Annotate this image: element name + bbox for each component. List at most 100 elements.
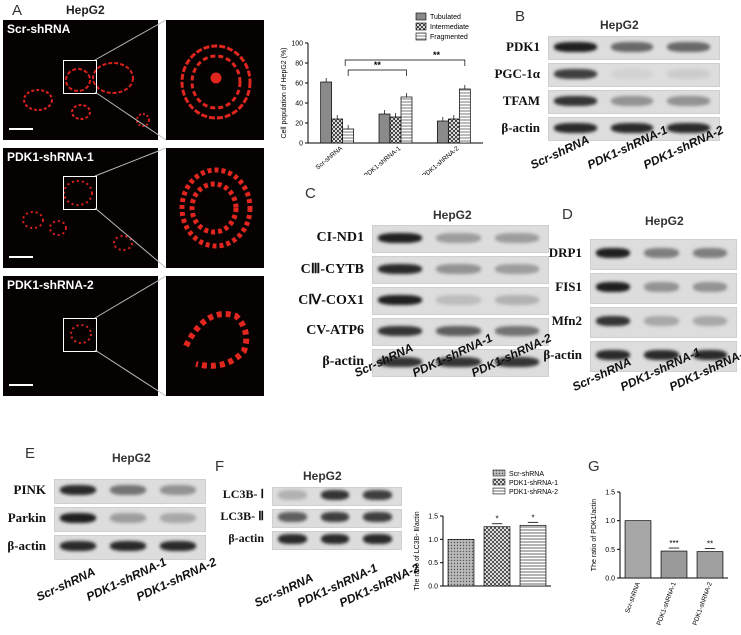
x-tick-label: Scr-shRNA [624, 581, 642, 615]
band-label: β-actin [228, 531, 264, 545]
bar [660, 550, 688, 579]
panel-e-cellline: HepG2 [112, 451, 151, 465]
band [610, 41, 654, 52]
band [60, 485, 96, 495]
sig-bracket [347, 69, 407, 76]
sig-label: ** [374, 60, 382, 70]
lc3b-bar-chart: 0.0 0.5 1.0 1.5 The ratio of LC3B- Ⅱ/actin * *… [414, 469, 558, 591]
panel-a-cellline: HepG2 [66, 3, 105, 17]
band [160, 541, 196, 551]
band [554, 95, 597, 106]
band [596, 350, 631, 360]
sig-label: ** [707, 540, 713, 549]
micrograph-title: PDK1-shRNA-2 [7, 278, 94, 292]
scale-bar [9, 384, 33, 386]
band [378, 356, 423, 367]
band [436, 294, 481, 305]
band [363, 512, 392, 522]
sig-label: * [495, 515, 498, 524]
x-tick-label: PDK1-shRNA-2 [692, 581, 714, 627]
zoom-connectors [94, 19, 167, 397]
bar [436, 120, 449, 144]
legend-swatch [492, 487, 506, 495]
mito-fragments [22, 180, 133, 251]
sig-bracket [344, 59, 466, 66]
band-label: β-actin [501, 119, 540, 135]
band [60, 513, 96, 523]
band [278, 534, 307, 544]
micrograph-title: PDK1-shRNA-1 [7, 150, 94, 164]
micrograph-shrna1-zoom [166, 148, 264, 268]
bar [378, 113, 391, 144]
y-tick-label: 1.5 [605, 490, 615, 497]
y-tick-label: 20 [295, 121, 303, 128]
y-tick-label: 0.0 [605, 576, 615, 583]
band [644, 316, 679, 326]
y-tick-label: 40 [295, 101, 303, 108]
band [667, 41, 710, 52]
sig-label: ** [433, 50, 441, 60]
bar [342, 128, 355, 144]
bar [389, 116, 402, 144]
y-tick-label: 1.5 [428, 514, 438, 521]
band [667, 122, 710, 133]
y-tick-label: 1.0 [605, 518, 615, 525]
band [160, 485, 196, 495]
band-label: β-actin [322, 353, 364, 369]
legend-label: PDK1-shRNA-1 [509, 480, 558, 487]
lane-label: PDK1-shRNA-1 [84, 554, 169, 604]
band [596, 282, 631, 292]
band [436, 325, 481, 336]
band-label: CV-ATP6 [306, 322, 364, 338]
band [596, 316, 631, 326]
y-axis-label: Cell population of HepG2 (%) [281, 47, 288, 138]
panel-e-letter: E [25, 445, 36, 462]
band [692, 248, 727, 258]
band [110, 541, 146, 551]
band-label: LC3B- Ⅰ [222, 487, 264, 501]
mito-zoom [183, 311, 250, 369]
legend-label: Scr-shRNA [509, 471, 544, 478]
micrograph-scr-zoom [166, 20, 264, 140]
band [494, 356, 539, 367]
bar [696, 551, 724, 579]
band [667, 95, 710, 106]
band-label: β-actin [7, 538, 46, 553]
panel-f-cellline: HepG2 [303, 469, 342, 483]
band-label: PDK1 [506, 38, 540, 54]
bar [331, 118, 344, 144]
panel-a-letter: A [12, 2, 23, 19]
band [692, 350, 727, 360]
y-axis-label: The ratio of PDK1/actin [591, 499, 598, 571]
band [320, 512, 350, 522]
y-tick-label: 100 [291, 41, 303, 48]
x-tick-label: PDK1-shRNA-1 [363, 145, 403, 175]
band-label: CI-ND1 [316, 229, 364, 245]
band [363, 490, 392, 500]
band [363, 534, 392, 544]
band [160, 513, 196, 523]
band [692, 316, 727, 326]
band [644, 350, 679, 360]
bar [447, 118, 460, 144]
y-tick-label: 1.0 [428, 537, 438, 544]
panel-f-letter: F [215, 458, 225, 475]
band [436, 263, 481, 274]
panel-d-cellline: HepG2 [645, 214, 684, 228]
panel-b-cellline: HepG2 [600, 18, 639, 32]
band [644, 282, 679, 292]
mito-fragments [70, 324, 92, 344]
band [436, 232, 481, 243]
band [692, 282, 727, 292]
legend-swatch [492, 469, 506, 477]
sig-label: * [531, 513, 534, 522]
band [320, 490, 350, 500]
band [378, 325, 423, 336]
band [494, 294, 539, 305]
y-tick-label: 0 [299, 141, 303, 148]
band [610, 68, 654, 79]
band [378, 294, 423, 305]
band [644, 248, 679, 258]
band [610, 95, 654, 106]
